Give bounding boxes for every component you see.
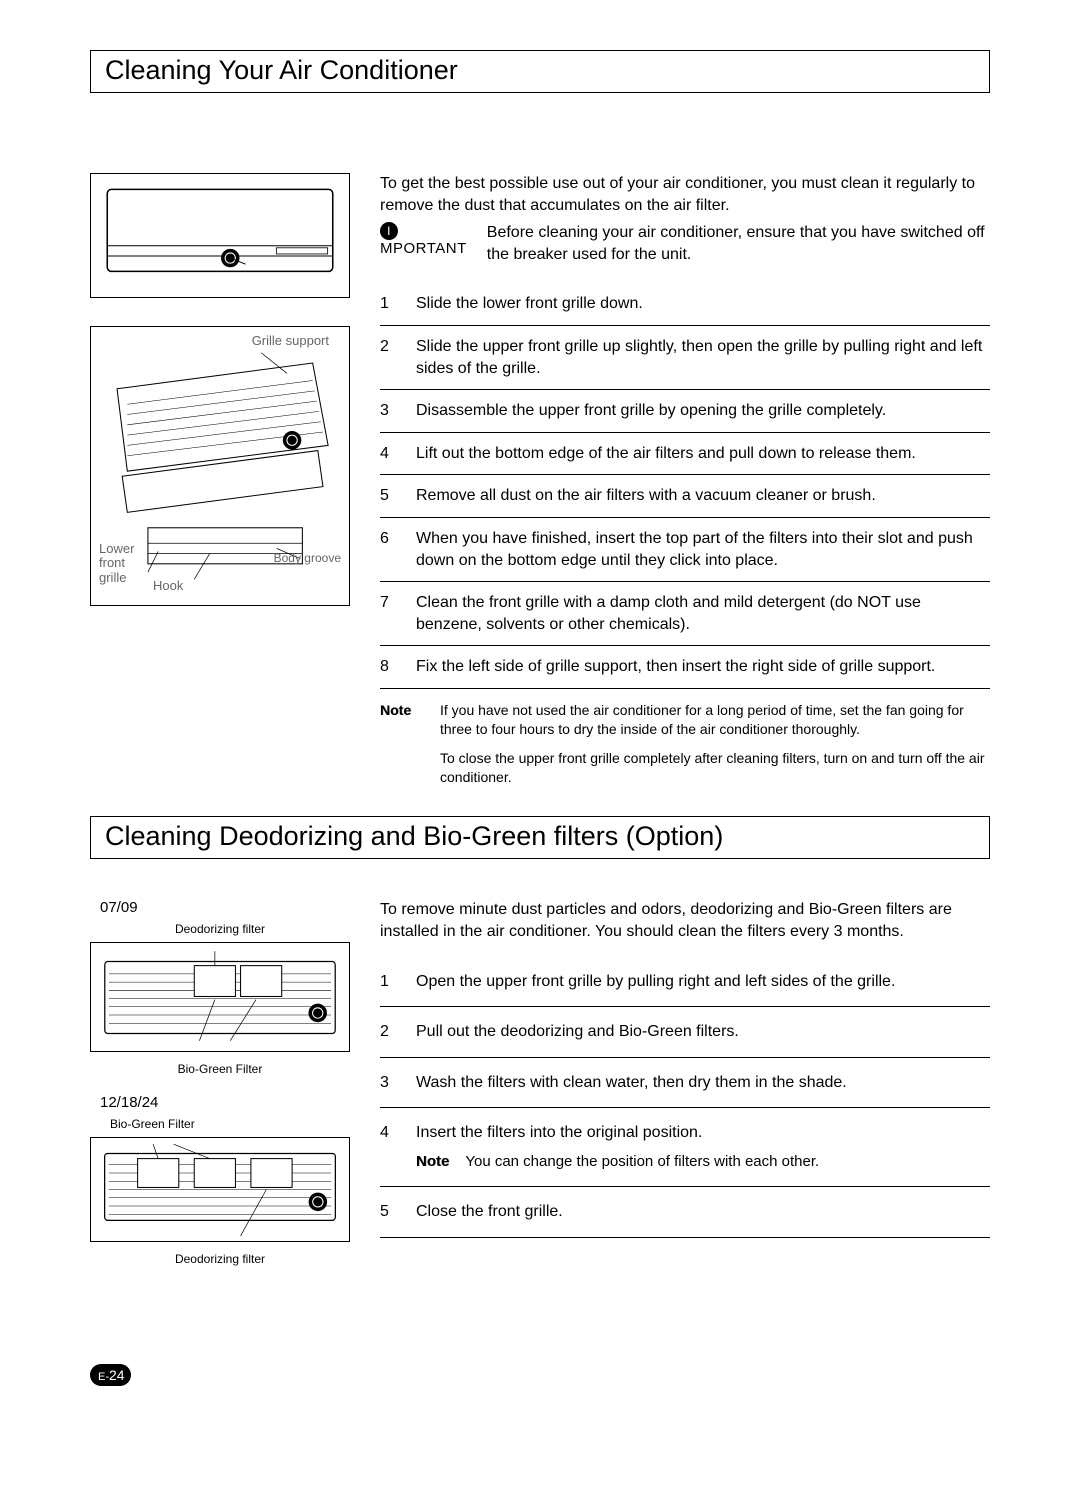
important-text: Before cleaning your air conditioner, en…: [487, 222, 990, 265]
step-8: 8Fix the left side of grille support, th…: [380, 646, 990, 689]
biogreen-label-b: Bio-Green Filter: [110, 1117, 350, 1131]
step-6: 6When you have finished, insert the top …: [380, 518, 990, 582]
inline-note-label: Note: [416, 1152, 449, 1172]
page-badge: E-24: [90, 1364, 131, 1386]
section1-text: To get the best possible use out of your…: [380, 173, 990, 786]
label-hook: Hook: [153, 578, 183, 593]
step-4: 4Lift out the bottom edge of the air fil…: [380, 433, 990, 476]
label-grille-support: Grille support: [252, 333, 329, 348]
s2-step-4: 4 Insert the filters into the original p…: [380, 1108, 990, 1187]
important-label: IMPORTANT: [380, 222, 467, 265]
deodorizing-label-a: Deodorizing filter: [90, 922, 350, 936]
page-number: E-24: [90, 1364, 990, 1386]
model-label-b: 12/18/24: [100, 1094, 350, 1111]
ac-closed-svg: [91, 174, 349, 297]
section-title-1: Cleaning Your Air Conditioner: [90, 50, 990, 93]
biogreen-label-a: Bio-Green Filter: [90, 1062, 350, 1076]
inline-note-text: You can change the position of filters w…: [465, 1152, 819, 1172]
section1-note: Note If you have not used the air condit…: [380, 701, 990, 739]
section1-intro: To get the best possible use out of your…: [380, 173, 990, 216]
diagram-ac-open: Grille support Lower front grille Hook B…: [90, 326, 350, 606]
step-2: 2Slide the upper front grille up slightl…: [380, 326, 990, 390]
section2-diagrams: 07/09 Deodorizing filter Bio-Green Filte…: [90, 899, 350, 1284]
s2-step-2: 2Pull out the deodorizing and Bio-Green …: [380, 1007, 990, 1058]
section-title-2-text: Cleaning Deodorizing and Bio-Green filte…: [105, 821, 975, 852]
filters-b-svg: [91, 1138, 349, 1241]
step-5: 5Remove all dust on the air filters with…: [380, 475, 990, 518]
section2-intro: To remove minute dust particles and odor…: [380, 899, 990, 942]
important-row: IMPORTANT Before cleaning your air condi…: [380, 222, 990, 265]
section-title-2: Cleaning Deodorizing and Bio-Green filte…: [90, 816, 990, 859]
section1-steps: 1Slide the lower front grille down. 2Sli…: [380, 283, 990, 689]
section1-diagrams: Grille support Lower front grille Hook B…: [90, 173, 350, 786]
s2-step-3: 3Wash the filters with clean water, then…: [380, 1058, 990, 1109]
step-3: 3Disassemble the upper front grille by o…: [380, 390, 990, 433]
section-title-1-text: Cleaning Your Air Conditioner: [105, 55, 975, 86]
section2-content: 07/09 Deodorizing filter Bio-Green Filte…: [90, 899, 990, 1284]
diagram-filters-a: [90, 942, 350, 1052]
s2-step-1: 1Open the upper front grille by pulling …: [380, 957, 990, 1008]
step-1: 1Slide the lower front grille down.: [380, 283, 990, 326]
deodorizing-label-b: Deodorizing filter: [90, 1252, 350, 1266]
note-label: Note: [380, 701, 420, 739]
diagram-filters-b: [90, 1137, 350, 1242]
label-lower-front-grille: Lower front grille: [99, 542, 139, 585]
note-text: If you have not used the air conditioner…: [440, 701, 990, 739]
section2-text: To remove minute dust particles and odor…: [380, 899, 990, 1284]
label-body-groove: Body groove: [274, 551, 341, 565]
step-7: 7Clean the front grille with a damp clot…: [380, 582, 990, 646]
diagram-ac-closed: [90, 173, 350, 298]
model-label-a: 07/09: [100, 899, 350, 916]
section1-content: Grille support Lower front grille Hook B…: [90, 173, 990, 786]
s2-step-5: 5Close the front grille.: [380, 1187, 990, 1238]
section2-steps: 1Open the upper front grille by pulling …: [380, 957, 990, 1238]
s2-step4-note: Note You can change the position of filt…: [416, 1152, 990, 1172]
filters-a-svg: [91, 943, 349, 1051]
section1-note-continuation: To close the upper front grille complete…: [440, 749, 990, 787]
